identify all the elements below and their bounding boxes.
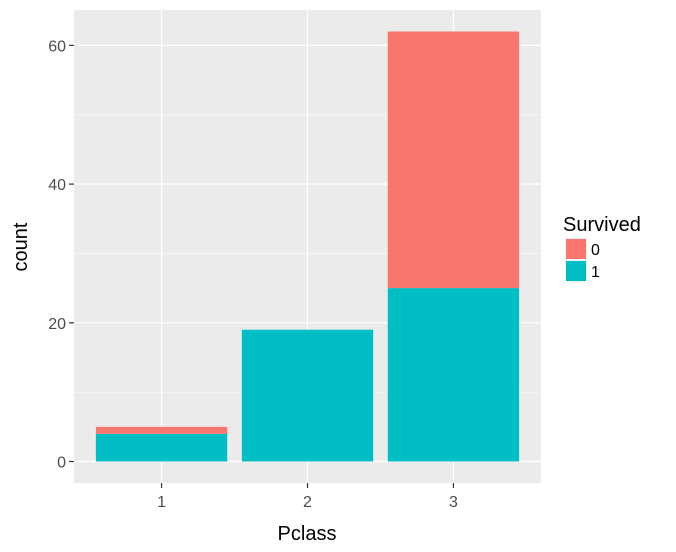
y-axis: 0 20 40 60 xyxy=(48,38,74,472)
x-tick-label: 3 xyxy=(449,494,458,511)
bar-pclass-1-survived-1 xyxy=(95,433,228,462)
bars xyxy=(95,31,520,462)
legend-key-0 xyxy=(566,239,586,259)
y-axis-title: count xyxy=(10,222,32,271)
bar-pclass-3-survived-0 xyxy=(387,31,520,289)
x-tick-label: 2 xyxy=(303,494,312,511)
legend-title: Survived xyxy=(563,214,641,236)
x-axis-title: Pclass xyxy=(278,523,337,545)
bar-pclass-3-survived-1 xyxy=(387,288,520,462)
legend-key-1 xyxy=(566,261,586,281)
y-tick-label: 40 xyxy=(48,177,66,194)
legend-keys: 01 xyxy=(565,238,600,282)
legend-label-0: 0 xyxy=(591,242,600,259)
y-tick-label: 60 xyxy=(48,38,66,55)
y-tick-label: 0 xyxy=(57,455,66,472)
x-axis: 1 2 3 xyxy=(157,483,458,511)
x-tick-label: 1 xyxy=(157,494,166,511)
y-tick-label: 20 xyxy=(48,316,66,333)
legend-label-1: 1 xyxy=(591,264,600,281)
bar-pclass-2-survived-1 xyxy=(241,329,374,462)
bar-pclass-1-survived-0 xyxy=(95,426,228,434)
legend: Survived 01 xyxy=(563,214,641,282)
